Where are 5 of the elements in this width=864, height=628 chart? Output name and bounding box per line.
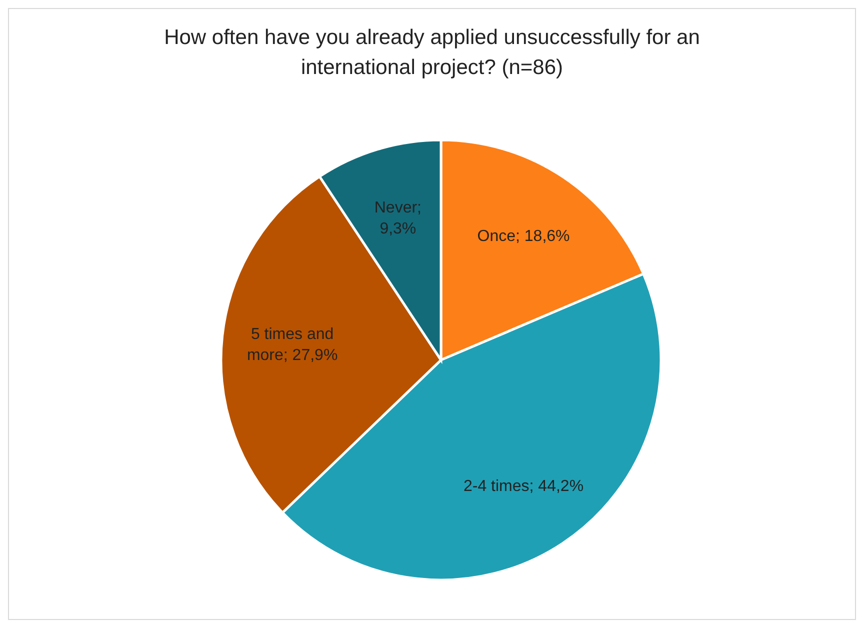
data-label: Once; 18,6% xyxy=(477,228,570,246)
data-label: Never; 9,3% xyxy=(374,199,422,238)
data-label: 2-4 times; 44,2% xyxy=(463,478,584,495)
chart-title: How often have you already applied unsuccessfully for an international project? (n=86) xyxy=(164,26,700,79)
data-label: 5 times and more; 27,9% xyxy=(246,326,338,364)
